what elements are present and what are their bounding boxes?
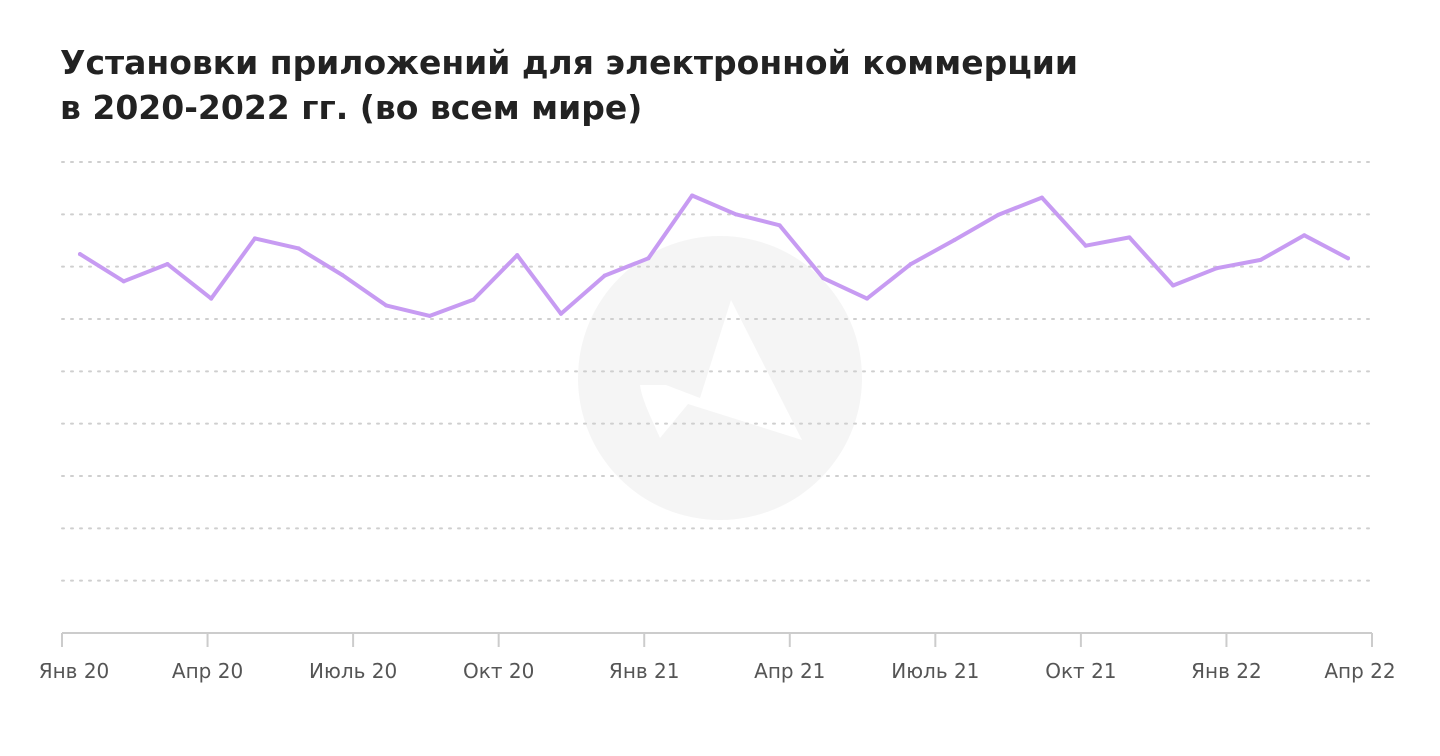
data-point [427,313,432,318]
data-point [1302,233,1307,238]
data-point [165,262,170,267]
data-point [602,273,607,278]
data-point [1083,243,1088,248]
adjust-logo-icon [578,236,862,520]
x-tick-label: Апр 22 [1324,659,1395,683]
data-point [1039,195,1044,200]
watermark-mark [640,300,802,440]
x-tick-label: Июль 20 [309,659,397,683]
data-point [340,273,345,278]
data-point [865,296,870,301]
series-line [78,193,1350,318]
data-point [777,223,782,228]
data-point [996,212,1001,217]
chart-title: Установки приложений для электронной ком… [60,40,1160,130]
x-tick-label: Окт 20 [463,659,534,683]
data-point [1171,283,1176,288]
x-axis: Янв 20 Апр 20 Июль 20 Окт 20 Янв 21 Апр 21 Июл… [39,632,1396,683]
data-point [821,276,826,281]
data-point [78,252,82,257]
data-point [558,311,563,316]
data-point [646,256,651,261]
x-tick-label: Апр 20 [172,659,243,683]
data-point [1258,257,1263,262]
data-point [733,212,738,217]
data-point [908,262,913,267]
data-point [121,279,126,284]
data-point [1214,266,1219,271]
data-point [1346,256,1350,261]
x-tick-label: Янв 21 [609,659,680,683]
data-point [252,236,257,241]
x-tick-label: Янв 22 [1191,659,1262,683]
x-tick-label: Июль 21 [891,659,979,683]
data-point [471,297,476,302]
data-point [952,237,957,242]
x-tick-label: Янв 20 [39,659,110,683]
x-tick-label: Апр 21 [754,659,825,683]
data-point [384,303,389,308]
chart-title-line-1: Установки приложений для электронной ком… [60,43,1078,82]
chart-title-line-2: в 2020-2022 гг. (во всем мире) [60,88,643,127]
x-tick-label: Окт 21 [1045,659,1116,683]
data-point [209,296,214,301]
data-point [515,253,520,258]
data-point [1127,235,1132,240]
data-point [690,193,695,198]
data-point [296,246,301,251]
series-layer [78,193,1350,318]
